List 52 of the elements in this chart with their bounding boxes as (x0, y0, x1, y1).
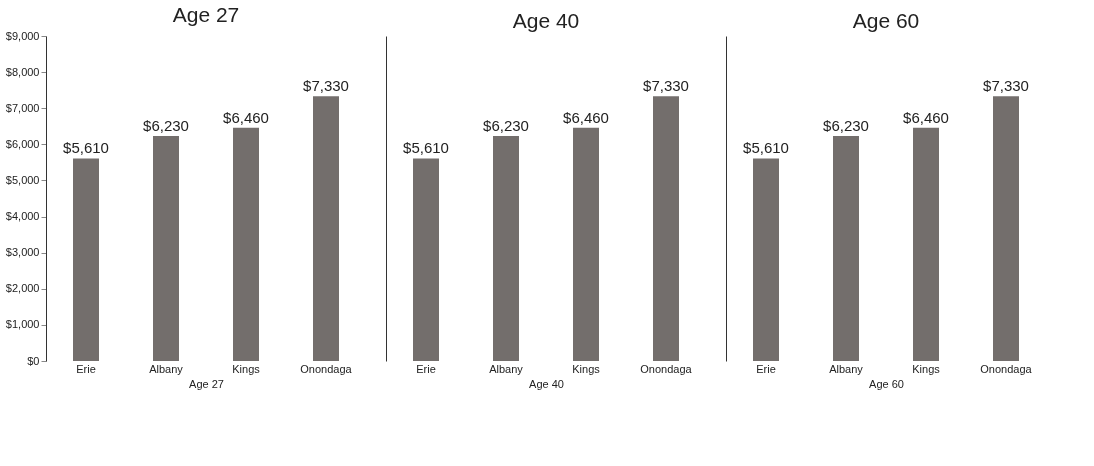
x-tick-label: Albany (829, 362, 864, 375)
x-axis-title: Age 40 (529, 377, 564, 390)
data-label: $6,230 (823, 117, 869, 135)
y-tick-label: $3,000 (5, 246, 40, 259)
data-label: $5,610 (63, 139, 109, 157)
x-tick-label: Kings (572, 362, 601, 375)
y-tick-label: $5,000 (5, 173, 40, 186)
bar (233, 127, 259, 361)
data-label: $6,460 (223, 108, 269, 126)
y-tick-label: $6,000 (5, 137, 40, 150)
data-label: $5,610 (403, 139, 449, 157)
x-tick-label: Onondaga (640, 362, 693, 375)
x-tick-label: Erie (756, 362, 776, 375)
x-axis-title: Age 27 (189, 377, 224, 390)
x-axis-title: Age 60 (869, 377, 904, 390)
bar (413, 158, 439, 361)
bar (653, 96, 679, 361)
data-label: $6,230 (483, 117, 529, 135)
x-tick-label: Kings (912, 362, 941, 375)
bar (753, 158, 779, 361)
bar (833, 136, 859, 361)
x-tick-label: Albany (149, 362, 184, 375)
y-tick-label: $1,000 (5, 318, 40, 331)
y-tick-label: $8,000 (5, 65, 40, 78)
data-label: $5,610 (743, 139, 789, 157)
bar (913, 127, 939, 361)
data-label: $6,230 (143, 117, 189, 135)
bar (73, 158, 99, 361)
x-tick-label: Albany (489, 362, 524, 375)
x-tick-label: Erie (76, 362, 96, 375)
bar (573, 127, 599, 361)
chart-title: Age 27 (172, 3, 240, 26)
y-tick-label: $0 (27, 354, 40, 367)
data-label: $7,330 (643, 77, 689, 95)
x-tick-label: Onondaga (300, 362, 353, 375)
bar (153, 136, 179, 361)
x-tick-label: Kings (232, 362, 261, 375)
y-tick-label: $7,000 (5, 101, 40, 114)
chart-title: Age 60 (852, 9, 920, 32)
chart-title: Age 40 (512, 9, 580, 32)
bar (313, 96, 339, 361)
data-label: $6,460 (903, 108, 949, 126)
y-tick-label: $2,000 (5, 282, 40, 295)
data-label: $7,330 (983, 77, 1029, 95)
bar (993, 96, 1019, 361)
x-tick-label: Erie (416, 362, 436, 375)
y-tick-label: $9,000 (5, 29, 40, 42)
bar (493, 136, 519, 361)
y-tick-label: $4,000 (5, 210, 40, 223)
data-label: $6,460 (563, 108, 609, 126)
x-tick-label: Onondaga (980, 362, 1033, 375)
data-label: $7,330 (303, 77, 349, 95)
